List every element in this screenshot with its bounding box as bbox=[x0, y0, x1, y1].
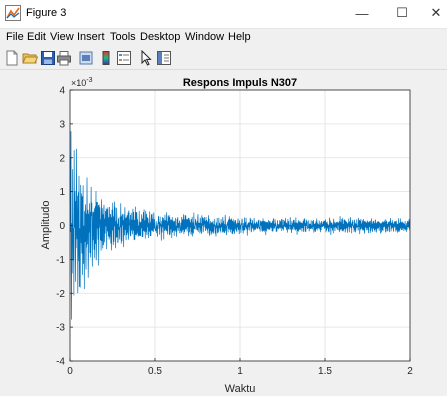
y-tick-label: -2 bbox=[56, 289, 65, 300]
menu-file[interactable]: File bbox=[6, 31, 24, 43]
y-axis-ticks: -4 -3 -2 -1 0 1 2 3 4 bbox=[56, 86, 73, 368]
y-tick-label: 1 bbox=[59, 187, 65, 198]
y-axis-label: Amplitudo bbox=[40, 201, 52, 250]
y-exponent-power: -3 bbox=[86, 77, 92, 84]
x-tick-label: 0.5 bbox=[148, 366, 162, 377]
y-tick-label: -3 bbox=[56, 323, 65, 334]
new-figure-icon[interactable] bbox=[4, 50, 20, 66]
menu-window[interactable]: Window bbox=[185, 31, 225, 43]
menu-bar: File Edit View Insert Tools Desktop Wind… bbox=[0, 29, 447, 47]
menu-help[interactable]: Help bbox=[228, 31, 251, 43]
y-tick-label: 0 bbox=[59, 221, 65, 232]
print-icon[interactable] bbox=[56, 50, 72, 66]
y-tick-label: -1 bbox=[56, 255, 65, 266]
chart-title: Respons Impuls N307 bbox=[183, 77, 297, 89]
y-tick-label: 3 bbox=[59, 119, 65, 130]
window-title: Figure 3 bbox=[26, 7, 67, 19]
close-button[interactable]: ✕ bbox=[430, 5, 442, 20]
save-icon[interactable] bbox=[40, 50, 56, 66]
x-tick-label: 2 bbox=[407, 366, 413, 377]
property-inspector-icon[interactable] bbox=[156, 50, 172, 66]
y-tick-label: 4 bbox=[59, 86, 65, 97]
x-tick-label: 1 bbox=[237, 366, 243, 377]
menu-view[interactable]: View bbox=[50, 31, 74, 43]
minimize-button[interactable]: — bbox=[355, 5, 369, 21]
legend-icon[interactable] bbox=[116, 50, 132, 66]
pointer-icon[interactable] bbox=[138, 50, 154, 66]
y-tick-label: 2 bbox=[59, 153, 65, 164]
impulse-response-plot: 0 0.5 1 1.5 2 -4 -3 -2 -1 0 1 2 3 4 Respons Impuls N… bbox=[40, 77, 413, 395]
menu-desktop[interactable]: Desktop bbox=[140, 31, 181, 43]
menu-edit[interactable]: Edit bbox=[27, 31, 46, 43]
matlab-figure-icon bbox=[5, 5, 21, 21]
x-axis-label: Waktu bbox=[225, 383, 256, 395]
x-tick-label: 1.5 bbox=[318, 366, 332, 377]
x-tick-label: 0 bbox=[67, 366, 73, 377]
figure-toolbar bbox=[0, 47, 447, 70]
series-line-group bbox=[69, 131, 411, 320]
maximize-button[interactable]: ☐ bbox=[396, 5, 408, 20]
figure-canvas: 0 0.5 1 1.5 2 -4 -3 -2 -1 0 1 2 3 4 Respons Impuls N… bbox=[0, 70, 447, 396]
y-tick-label: -4 bbox=[56, 357, 65, 368]
series-line bbox=[69, 131, 411, 320]
window-titlebar: Figure 3 — ☐ ✕ bbox=[0, 0, 447, 29]
menu-insert[interactable]: Insert bbox=[77, 31, 105, 43]
y-exponent-multiplier: ×10-3 bbox=[71, 77, 93, 88]
link-plot-icon[interactable] bbox=[78, 50, 94, 66]
colorbar-icon[interactable] bbox=[98, 50, 114, 66]
open-file-icon[interactable] bbox=[22, 50, 38, 66]
y-exponent-base: ×10 bbox=[71, 78, 86, 88]
x-axis-ticks: 0 0.5 1 1.5 2 bbox=[67, 358, 413, 377]
menu-tools[interactable]: Tools bbox=[110, 31, 136, 43]
